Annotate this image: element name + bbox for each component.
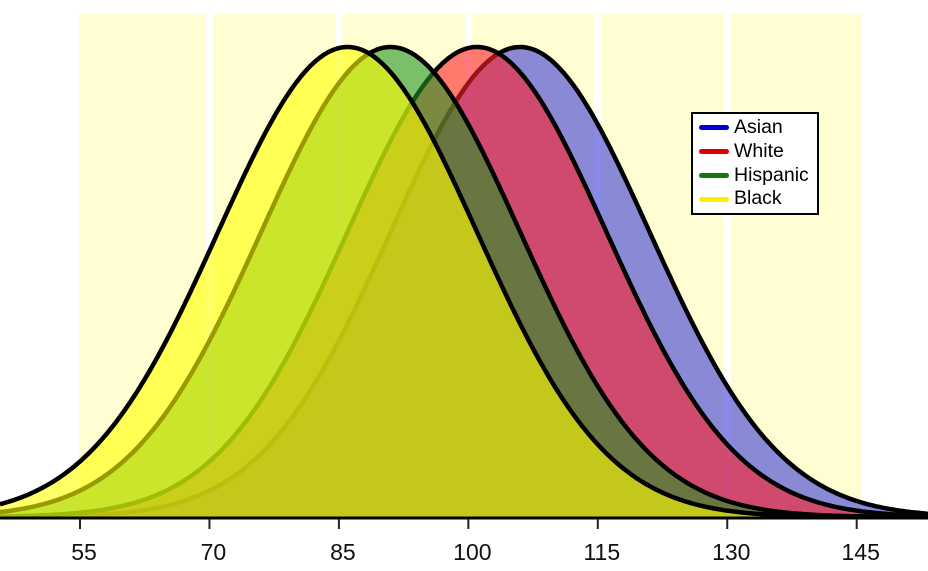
legend-swatch-hispanic-icon xyxy=(699,172,729,178)
x-tick-label-70: 70 xyxy=(200,539,227,565)
legend-swatch-asian-icon xyxy=(699,125,729,131)
x-tick-label-145: 145 xyxy=(841,539,880,565)
legend-swatch-white-icon xyxy=(699,149,729,155)
x-tick-label-115: 115 xyxy=(583,539,621,565)
gridline-130 xyxy=(723,14,731,517)
curve-black-fill xyxy=(0,47,928,517)
legend: Asian White Hispanic Black xyxy=(691,112,819,215)
legend-label-white: White xyxy=(734,139,784,162)
x-tick-label-85: 85 xyxy=(330,539,356,565)
legend-swatch-black-icon xyxy=(699,196,729,202)
legend-item-asian: Asian xyxy=(699,116,817,140)
x-tick-label-55: 55 xyxy=(71,539,97,565)
x-tick-label-130: 130 xyxy=(712,539,751,565)
x-tick-label-100: 100 xyxy=(453,539,492,565)
legend-label-asian: Asian xyxy=(734,116,783,139)
curve-black-outline xyxy=(0,44,928,520)
x-axis-labels: 55 70 85 100 115 130 145 xyxy=(0,539,928,571)
legend-item-hispanic: Hispanic xyxy=(699,164,817,188)
legend-label-black: Black xyxy=(734,187,782,210)
legend-label-hispanic: Hispanic xyxy=(734,163,809,186)
legend-item-black: Black xyxy=(699,187,817,211)
legend-item-white: White xyxy=(699,140,817,164)
